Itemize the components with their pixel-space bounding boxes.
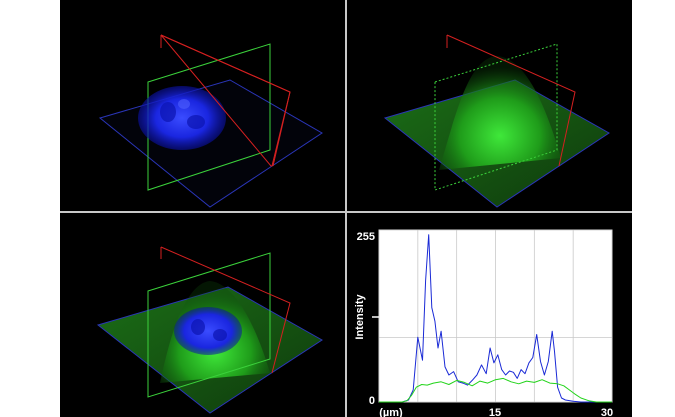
nucleus-blob <box>174 307 242 355</box>
blue-intensity-line <box>379 234 612 403</box>
panel-divider-horizontal <box>60 211 632 213</box>
panel-green-channel-3d <box>347 0 632 211</box>
panel-intensity-profile: 255 0 Intensity (µm) 15 30 <box>347 213 632 417</box>
cell-dome <box>439 56 561 170</box>
panel-merged-3d <box>60 213 345 417</box>
green-section-plane <box>147 43 271 191</box>
series-lines <box>379 234 612 403</box>
panel-divider-vertical <box>345 0 347 417</box>
green-section-plane <box>434 43 558 191</box>
green-intensity-line <box>379 377 612 403</box>
panel-blue-channel-3d <box>60 0 345 211</box>
red-section-plane <box>446 34 576 167</box>
y-axis-label: Intensity <box>354 294 366 340</box>
x-tick-label-30: 30 <box>601 407 613 417</box>
red-section-plane <box>160 246 291 374</box>
red-section-plane <box>160 34 291 167</box>
nucleus-blob <box>138 86 226 150</box>
blue-channel-render <box>98 34 323 208</box>
x-tick-label-15: 15 <box>489 407 501 417</box>
y-max-tick-label: 255 <box>357 231 375 243</box>
green-section-plane <box>147 252 271 398</box>
merged-render <box>96 246 323 414</box>
intensity-profile-chart: 255 0 Intensity (µm) 15 30 <box>347 213 632 417</box>
x-tick-label-unit: (µm) <box>379 407 403 417</box>
y-min-tick-label: 0 <box>369 395 375 407</box>
green-channel-render <box>383 34 610 208</box>
